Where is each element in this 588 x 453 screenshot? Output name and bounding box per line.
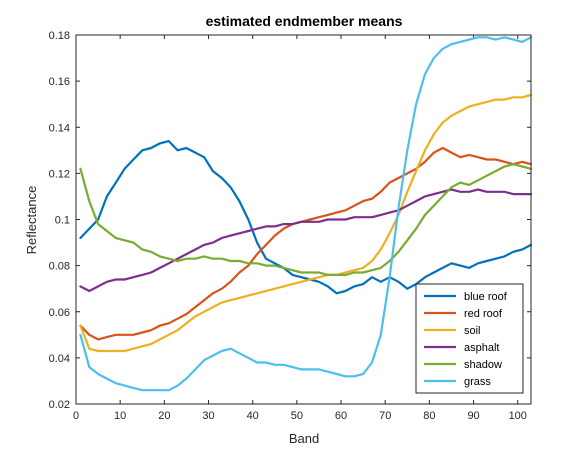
y-tick-label: 0.02 — [49, 399, 70, 411]
series-line-asphalt — [79, 188, 533, 293]
series-line-blue-roof — [79, 140, 533, 295]
legend-label: soil — [464, 325, 481, 337]
x-axis-label: Band — [289, 431, 319, 446]
x-tick-label: 80 — [423, 410, 435, 422]
x-tick-label: 100 — [509, 410, 527, 422]
x-tick-label: 0 — [73, 410, 79, 422]
x-tick-label: 90 — [467, 410, 479, 422]
y-tick-label: 0.14 — [49, 122, 70, 134]
x-tick-label: 20 — [158, 410, 170, 422]
y-tick-label: 0.18 — [49, 30, 70, 42]
y-tick-label: 0.06 — [49, 307, 70, 319]
x-tick-label: 10 — [114, 410, 126, 422]
chart-title: estimated endmember means — [206, 13, 403, 29]
series-line-red-roof — [79, 146, 533, 341]
y-tick-label: 0.12 — [49, 168, 70, 180]
x-tick-label: 70 — [379, 410, 391, 422]
y-axis-label: Reflectance — [24, 186, 39, 255]
series-lines — [79, 36, 533, 392]
legend-label: red roof — [464, 308, 503, 320]
legend: blue roof red roof soil asphalt shadow grass — [415, 283, 524, 394]
series-line-soil — [79, 93, 533, 353]
y-tick-label: 0.1 — [55, 215, 70, 227]
legend-label: grass — [464, 376, 491, 388]
x-axis-ticks: 0 10 20 30 40 50 60 70 80 90 100 — [73, 35, 527, 422]
series-line-shadow — [79, 163, 533, 276]
legend-label: asphalt — [464, 342, 499, 354]
x-tick-label: 50 — [291, 410, 303, 422]
x-tick-label: 40 — [247, 410, 259, 422]
x-tick-label: 60 — [335, 410, 347, 422]
legend-label: blue roof — [464, 291, 508, 303]
series-line-grass — [79, 36, 533, 392]
legend-box — [415, 283, 524, 394]
y-tick-label: 0.04 — [49, 353, 70, 365]
y-tick-label: 0.08 — [49, 261, 70, 273]
x-tick-label: 30 — [202, 410, 214, 422]
axes-box — [75, 34, 532, 405]
legend-label: shadow — [464, 359, 502, 371]
y-tick-label: 0.16 — [49, 76, 70, 88]
